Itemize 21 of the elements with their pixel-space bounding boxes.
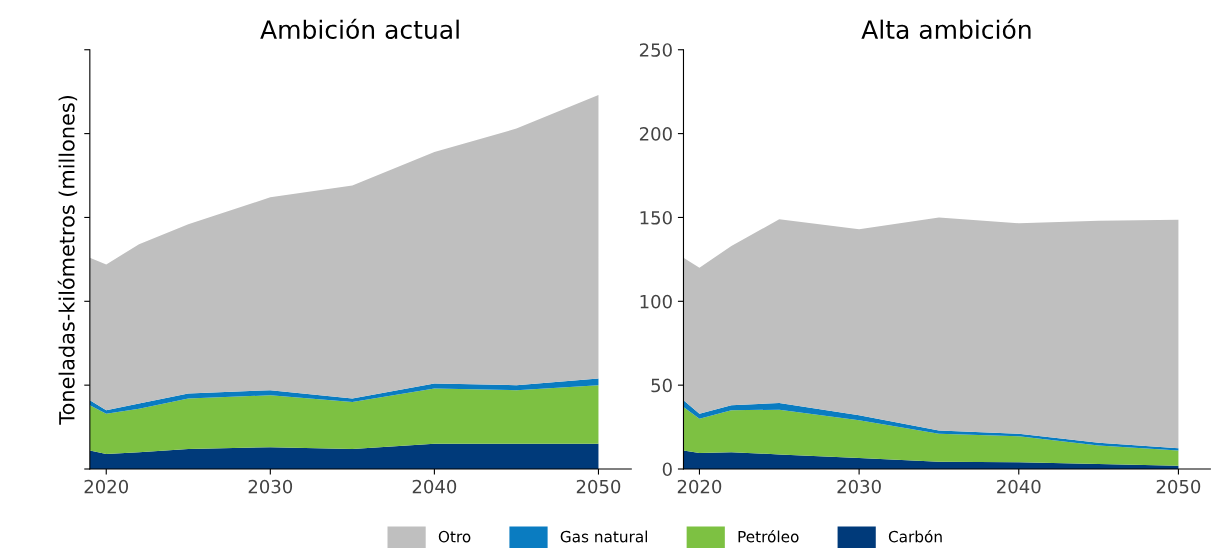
y-tick-label: 150 <box>640 210 672 225</box>
chart-title: Alta ambición <box>861 18 1031 39</box>
x-tick-label: 2050 <box>1156 479 1201 494</box>
y-axis-title: Toneladas-kilómetros (millones) <box>57 95 78 425</box>
y-tick-label: 100 <box>640 294 672 309</box>
y-tick-label: 250 <box>639 43 672 57</box>
legend-label: Carbón <box>888 529 942 543</box>
chart-title: Ambición actual <box>260 18 459 39</box>
x-tick-label: 2020 <box>84 479 129 494</box>
y-tick-label: 50 <box>651 378 672 393</box>
x-tick-label: 2020 <box>677 479 722 494</box>
legend-label: Petróleo <box>738 529 799 543</box>
legend-label: Otro <box>438 530 471 543</box>
y-tick-label: 200 <box>639 127 672 141</box>
x-tick-label: 2040 <box>997 479 1041 494</box>
legend-label: Gas natural <box>560 530 648 543</box>
x-tick-label: 2030 <box>837 479 881 494</box>
x-tick-label: 2030 <box>248 479 293 494</box>
y-tick-label: 0 <box>662 462 672 477</box>
x-tick-label: 2050 <box>576 479 621 494</box>
x-tick-label: 2040 <box>412 479 457 494</box>
